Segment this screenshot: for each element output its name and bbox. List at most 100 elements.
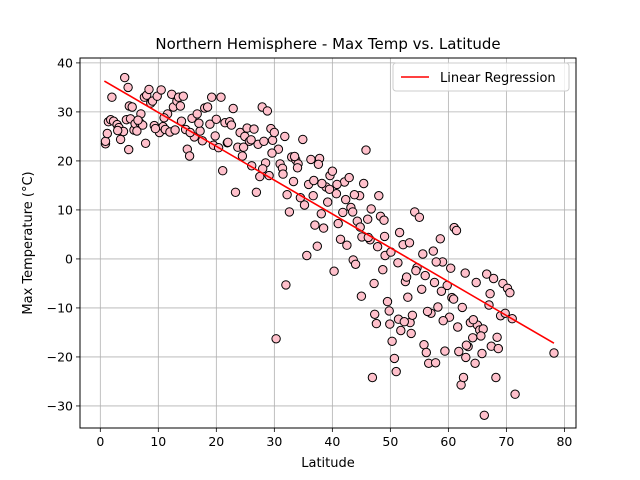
data-point xyxy=(175,101,186,111)
data-point xyxy=(382,296,393,307)
data-point xyxy=(150,123,161,134)
data-point xyxy=(391,366,401,377)
data-point xyxy=(278,169,288,179)
data-point xyxy=(485,289,495,299)
data-point xyxy=(194,118,204,128)
data-point xyxy=(385,319,395,329)
data-point xyxy=(435,234,445,244)
data-point xyxy=(493,343,503,354)
data-point xyxy=(299,200,310,210)
data-point xyxy=(120,72,130,83)
data-point xyxy=(457,302,467,313)
data-point xyxy=(372,242,383,252)
data-point xyxy=(333,218,343,229)
data-point xyxy=(428,246,438,256)
x-tick-label: 40 xyxy=(324,434,340,449)
data-point xyxy=(406,328,416,339)
data-point xyxy=(210,131,220,141)
data-point xyxy=(223,137,233,148)
data-point xyxy=(205,119,215,129)
data-point xyxy=(387,336,397,346)
data-point xyxy=(384,306,394,316)
data-point xyxy=(440,346,450,356)
data-point xyxy=(363,214,373,224)
data-point xyxy=(308,191,318,201)
data-point xyxy=(317,178,327,189)
data-point xyxy=(407,310,418,320)
y-tick-label: 30 xyxy=(57,104,73,119)
x-tick-label: 10 xyxy=(150,434,166,449)
data-point xyxy=(267,148,277,158)
y-tick-label: 20 xyxy=(57,153,73,168)
data-point xyxy=(207,92,217,102)
data-point xyxy=(460,268,470,278)
data-point xyxy=(394,227,405,238)
data-point xyxy=(309,175,319,186)
data-point xyxy=(471,277,481,288)
data-point xyxy=(310,220,320,230)
data-point xyxy=(329,266,339,276)
data-point xyxy=(492,332,502,342)
data-point xyxy=(477,348,487,359)
data-point xyxy=(348,207,358,217)
data-point xyxy=(127,102,137,112)
data-point xyxy=(403,292,413,302)
data-point xyxy=(249,124,259,134)
data-point xyxy=(332,179,342,190)
data-point xyxy=(510,389,520,399)
chart-title: Northern Hemisphere - Max Temp vs. Latit… xyxy=(155,35,500,53)
data-point xyxy=(226,120,237,130)
data-point xyxy=(418,249,428,259)
y-tick-label: 40 xyxy=(57,55,73,70)
data-point xyxy=(323,197,333,207)
data-point xyxy=(468,333,478,343)
y-tick-label: 10 xyxy=(57,202,73,217)
data-point xyxy=(251,187,262,198)
data-point xyxy=(361,145,371,155)
data-point xyxy=(262,106,273,116)
plot-frame xyxy=(79,57,577,429)
data-point xyxy=(192,109,202,119)
data-point xyxy=(124,144,134,155)
data-point xyxy=(331,189,342,199)
regression-line-group xyxy=(103,80,555,344)
data-point xyxy=(341,194,351,205)
data-point xyxy=(419,340,429,350)
data-point xyxy=(367,372,378,383)
data-point xyxy=(312,241,322,251)
data-point xyxy=(259,136,269,147)
data-point xyxy=(133,115,143,125)
data-point xyxy=(470,358,480,368)
data-point xyxy=(549,348,559,358)
data-point xyxy=(454,346,464,357)
data-point xyxy=(379,215,389,225)
data-point xyxy=(298,134,308,145)
data-point xyxy=(411,266,421,276)
data-point xyxy=(216,92,226,102)
data-point xyxy=(461,352,471,363)
data-point xyxy=(356,291,367,301)
data-point xyxy=(505,288,515,298)
x-axis-ticks: 0 10 20 30 40 50 60 70 80 xyxy=(96,428,572,449)
legend-box xyxy=(392,62,570,92)
legend-label: Linear Regression xyxy=(440,71,556,86)
data-point xyxy=(132,126,142,136)
data-point xyxy=(237,151,248,161)
x-tick-label: 20 xyxy=(208,434,224,449)
data-point xyxy=(482,269,492,279)
data-point xyxy=(461,340,472,350)
legend: Linear Regression xyxy=(392,62,570,92)
data-point xyxy=(267,135,278,146)
data-point xyxy=(246,135,256,145)
data-point xyxy=(230,187,241,198)
x-tick-label: 60 xyxy=(440,434,456,449)
data-point xyxy=(271,334,281,344)
data-point xyxy=(451,225,462,236)
data-point xyxy=(292,163,303,173)
data-point xyxy=(284,207,295,217)
data-point xyxy=(430,358,441,368)
data-point xyxy=(102,128,113,139)
data-point xyxy=(414,212,425,223)
data-point xyxy=(195,126,205,136)
